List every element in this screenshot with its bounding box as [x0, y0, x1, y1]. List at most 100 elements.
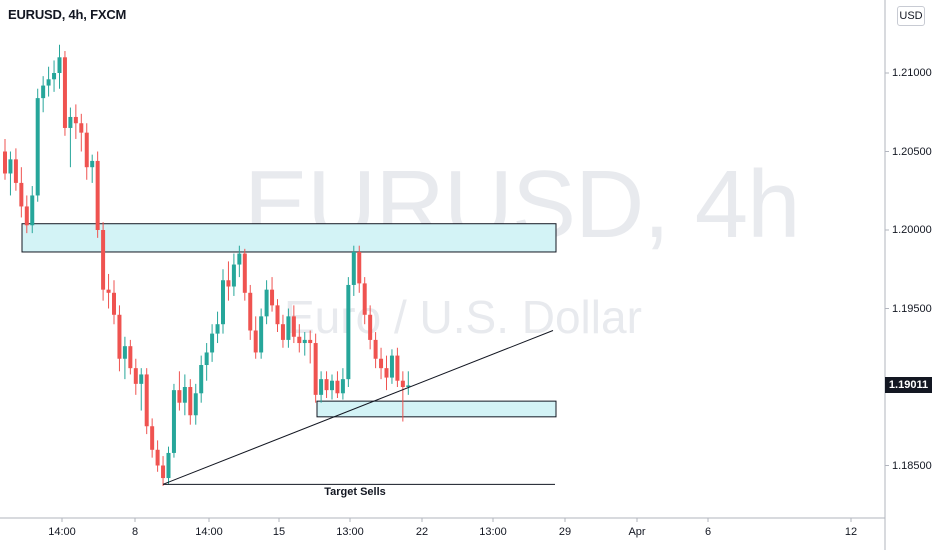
candle-body — [199, 365, 204, 394]
x-tick-label: 13:00 — [336, 526, 364, 538]
candle-body — [384, 368, 389, 378]
candle — [379, 347, 384, 380]
candle-body — [379, 358, 384, 369]
candle-body — [150, 426, 155, 450]
candle — [133, 358, 138, 395]
candle — [221, 269, 225, 334]
x-tick-label: 6 — [704, 526, 712, 538]
candle — [264, 280, 269, 325]
candle — [84, 123, 89, 180]
candle-body — [177, 390, 182, 403]
candle-body — [362, 283, 367, 315]
candle-body — [335, 380, 340, 394]
candle-body — [351, 251, 356, 285]
zones-layer — [21, 223, 557, 418]
candle — [302, 332, 307, 356]
candle-body — [19, 182, 24, 207]
candle — [335, 371, 340, 398]
candle — [161, 456, 166, 486]
trendline[interactable] — [162, 330, 554, 485]
candle — [406, 371, 411, 395]
candle — [122, 336, 127, 380]
candle-body — [52, 73, 57, 80]
candle-body — [35, 98, 40, 196]
candle-body — [210, 333, 215, 353]
currency-button[interactable]: USD — [897, 6, 925, 26]
candle-body — [215, 324, 220, 334]
candle — [57, 44, 62, 89]
candle-body — [286, 316, 291, 340]
candle-body — [139, 374, 144, 384]
candle — [24, 195, 29, 234]
candle — [231, 253, 236, 296]
y-tick-label: 1.20000 — [892, 224, 932, 236]
x-tick-label: 22 — [415, 526, 429, 538]
candle — [188, 379, 193, 425]
candle-body — [406, 385, 411, 387]
candle — [291, 305, 296, 344]
candle-body — [24, 206, 29, 226]
candle — [52, 60, 57, 92]
candle-body — [112, 292, 116, 315]
candle-body — [226, 280, 231, 287]
candle — [330, 374, 334, 400]
candle — [101, 222, 106, 301]
candle-body — [204, 352, 209, 366]
candle — [362, 277, 367, 325]
candle — [139, 368, 144, 411]
candle-body — [95, 160, 100, 230]
candle-body — [106, 289, 111, 293]
candle-body — [68, 116, 73, 128]
candle — [144, 368, 149, 435]
candle-body — [62, 57, 67, 128]
candle-body — [57, 57, 62, 73]
candle — [280, 314, 285, 348]
candle — [368, 305, 373, 350]
candle-body — [400, 380, 405, 387]
candle — [210, 324, 215, 362]
candle — [171, 383, 176, 458]
candle — [46, 66, 51, 97]
candle — [13, 148, 18, 191]
candle — [226, 261, 231, 301]
candle — [68, 107, 73, 168]
x-tick-label: 15 — [272, 526, 286, 538]
candle-body — [182, 387, 187, 403]
candle-body — [302, 339, 307, 344]
candle — [79, 113, 84, 152]
candle-body — [117, 314, 122, 359]
target-sells-label: Target Sells — [324, 486, 386, 499]
x-tick-label: Apr — [628, 526, 646, 538]
candle-body — [155, 449, 160, 466]
candle-body — [13, 159, 18, 183]
zone-support[interactable] — [316, 400, 557, 418]
candle-body — [237, 253, 242, 265]
candle-body — [84, 132, 89, 168]
candle — [112, 280, 116, 325]
candle — [313, 333, 318, 403]
symbol-title[interactable]: EURUSD, 4h, FXCM — [8, 7, 127, 22]
candles-layer — [3, 44, 411, 486]
zone-resistance[interactable] — [21, 223, 557, 253]
candle-body — [324, 379, 329, 391]
candle-body — [253, 330, 258, 353]
candle — [73, 104, 78, 139]
candle-body — [395, 355, 400, 381]
candle — [204, 343, 209, 381]
candle — [248, 284, 253, 340]
candle — [242, 248, 247, 301]
candle — [286, 308, 291, 348]
candle-body — [166, 452, 171, 479]
x-tick-label: 12 — [844, 526, 858, 538]
candle-body — [193, 393, 198, 416]
candle-body — [122, 346, 127, 359]
candle-body — [8, 159, 13, 174]
candle — [389, 349, 394, 384]
candle-body — [128, 346, 133, 369]
candle-body — [248, 292, 253, 331]
candle — [117, 305, 122, 372]
candle — [30, 186, 35, 234]
candle-body — [242, 253, 247, 293]
